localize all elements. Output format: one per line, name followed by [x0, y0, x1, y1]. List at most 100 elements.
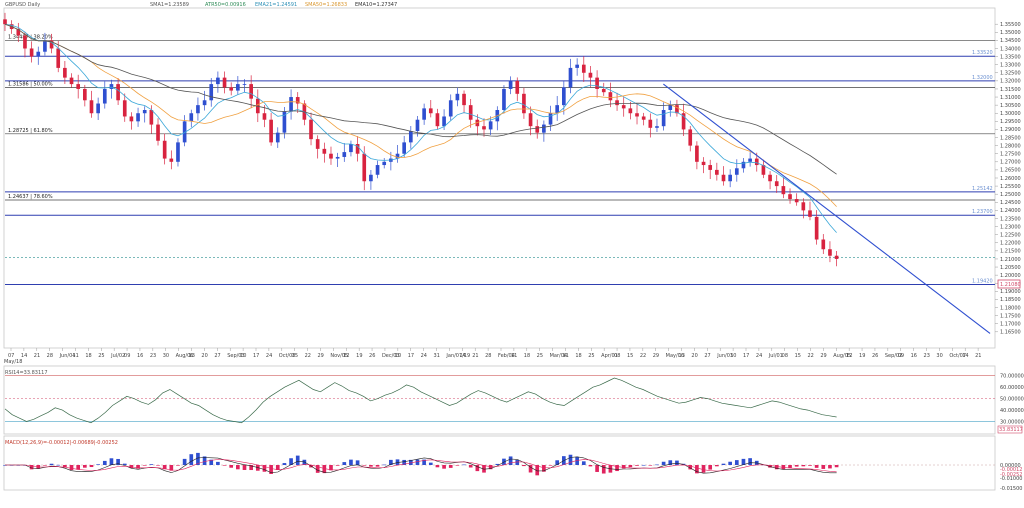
ema21-line — [4, 23, 837, 233]
candle-body — [89, 100, 94, 114]
macd-histogram-bar — [289, 458, 293, 465]
macd-histogram-bar — [402, 459, 406, 465]
price-axis: 1.16500 1.17000 1.17500 1.18000 1.18500 1.190… — [995, 22, 1021, 336]
candle-body — [369, 174, 373, 182]
date-tick-label: Oct/08 — [279, 353, 296, 359]
ema21-readout: EMA21=1.24591 — [255, 2, 297, 8]
candle-body — [482, 126, 486, 130]
candle-body — [661, 110, 666, 127]
candle-body — [728, 174, 732, 182]
price-tick-label: 1.27000 — [1000, 160, 1021, 166]
date-tick-label: 24 — [756, 353, 762, 359]
candle-body — [289, 97, 293, 112]
current-price-label: 1.21080 — [1000, 282, 1021, 288]
candle-body — [142, 110, 147, 114]
candle-body — [768, 174, 772, 182]
macd-histogram-bar — [721, 463, 726, 465]
macd-panel: 0.00000 -0.01000 -0.01500 -0.00012-0.00252 — [3, 452, 1022, 492]
candle-body — [628, 108, 633, 114]
candle-body — [202, 100, 207, 106]
candle-body — [229, 87, 234, 91]
candle-body — [375, 165, 380, 175]
candle-body — [36, 51, 41, 57]
macd-histogram-bar — [661, 461, 666, 465]
candle-body — [322, 148, 327, 154]
date-tick-label: 19 — [356, 353, 362, 359]
candle-body — [595, 77, 599, 89]
macd-histogram-bar — [435, 465, 440, 468]
macd-histogram-bar — [142, 465, 147, 466]
candle-body — [488, 121, 493, 130]
macd-histogram-bar — [495, 463, 500, 465]
candle-body — [788, 194, 792, 200]
date-tick-label: 27 — [704, 353, 710, 359]
candle-body — [129, 116, 134, 122]
macd-histogram-bar — [149, 464, 154, 465]
macd-histogram-bar — [302, 459, 307, 465]
macd-histogram-bar — [568, 454, 573, 465]
fib-level-label: 1.31586 | 50.00% — [8, 82, 53, 88]
macd-histogram-bar — [415, 459, 420, 465]
macd-histogram-bar — [56, 464, 61, 466]
candle-body — [641, 116, 646, 120]
macd-histogram-bar — [828, 465, 832, 469]
date-tick-label: Aug/05 — [833, 353, 851, 359]
candle-body — [428, 108, 433, 114]
candle-body — [741, 161, 746, 169]
macd-histogram-bar — [189, 454, 194, 465]
first-date-label: May/18 — [4, 359, 22, 365]
price-tick-label: 1.34500 — [1000, 38, 1021, 44]
candle-body — [754, 158, 759, 166]
date-tick-label: 24 — [266, 353, 272, 359]
rsi-line — [4, 377, 837, 424]
candle-body — [555, 105, 560, 114]
macd-histogram-bar — [202, 456, 207, 465]
macd-histogram-bar — [355, 460, 360, 465]
candle-body — [562, 87, 566, 106]
macd-histogram-bar — [748, 458, 752, 465]
macd-histogram-bar — [96, 464, 100, 465]
atr-readout: ATR50=0.00916 — [205, 2, 246, 8]
price-tick-label: 1.32000 — [1000, 79, 1021, 85]
macd-histogram-bar — [462, 464, 466, 466]
date-tick-label: 17 — [743, 353, 749, 359]
macd-histogram-bar — [69, 465, 74, 471]
ema10-readout: EMA10=1.27347 — [355, 2, 397, 8]
macd-histogram-bar — [122, 463, 127, 465]
macd-histogram-bar — [83, 465, 87, 468]
candle-body — [382, 161, 387, 166]
candle-body — [136, 113, 140, 122]
date-tick-label: Jun/04 — [59, 353, 76, 359]
rsi-tick-label: 50.00000 — [1000, 396, 1024, 402]
moving-averages — [4, 23, 837, 233]
macd-histogram-bar — [156, 465, 160, 466]
candle-body — [668, 105, 673, 110]
price-tick-label: 1.24500 — [1000, 200, 1021, 206]
candle-body — [581, 64, 586, 73]
candle-body — [169, 158, 174, 162]
price-tick-label: 1.21500 — [1000, 249, 1021, 255]
rsi-tick-label: 70.00000 — [1000, 374, 1024, 380]
date-tick-label: Oct/07 — [949, 353, 966, 359]
macd-histogram-bar — [389, 459, 393, 465]
candle-body — [29, 48, 34, 57]
macd-histogram-bar — [262, 465, 267, 472]
macd-histogram-bar — [89, 465, 94, 468]
macd-histogram-bar — [269, 465, 273, 474]
price-tick-label: 1.35500 — [1000, 22, 1021, 28]
date-tick-label: 27 — [214, 353, 220, 359]
candle-body — [262, 113, 267, 120]
candle-body — [149, 110, 154, 125]
macd-histogram-bar — [76, 465, 81, 470]
candle-body — [502, 88, 506, 110]
rsi-tick-label: 60.00000 — [1000, 385, 1024, 391]
price-tick-label: 1.18500 — [1000, 297, 1021, 303]
macd-histogram-bar — [542, 465, 546, 472]
price-tick-label: 1.20500 — [1000, 265, 1021, 271]
fib-level-label: 1.24637 | 78.60% — [8, 194, 53, 200]
macd-histogram-bar — [282, 463, 287, 465]
candle-body — [648, 119, 653, 128]
macd-histogram-bar — [442, 465, 446, 469]
